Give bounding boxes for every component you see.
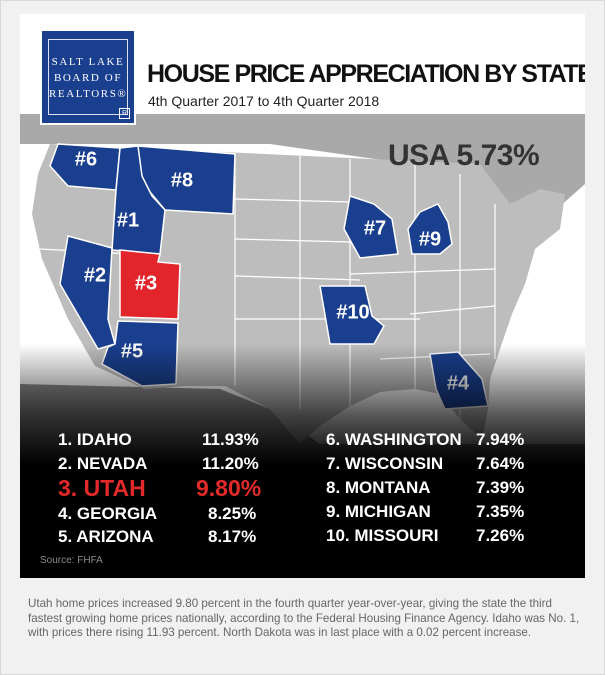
bottom-fade [20,344,585,578]
map-label-missouri: #10 [336,301,370,324]
state-idaho [111,145,166,255]
state-nevada [59,235,116,350]
ranking-state: 9. MICHIGAN [326,502,431,521]
logo-line-1: SALT LAKE [51,56,125,68]
logo-line-3: REALTORS® [49,88,128,100]
ranking-row-10: 10. MISSOURI 7.26% [326,526,524,546]
infographic-title: HOUSE PRICE APPRECIATION BY STATE [147,60,585,88]
ranking-value: 7.26% [476,526,525,545]
state-utah [119,249,181,320]
ranking-row-1: 1. IDAHO 11.93% [58,430,259,450]
ranking-state: 6. WASHINGTON [326,430,462,449]
ranking-state: 10. MISSOURI [326,526,439,545]
ranking-row-4: 4. GEORGIA 8.25% [58,504,256,524]
state-michigan [407,203,453,255]
map-label-michigan: #9 [418,228,442,251]
ranking-value: 8.25% [208,504,257,523]
logo-r-mark: R [119,108,130,119]
map-label-montana: #8 [170,169,194,192]
ranking-row-8: 8. MONTANA 7.39% [326,478,524,498]
map-label-utah: #3 [134,272,158,295]
ranking-value: 7.94% [476,430,525,449]
ranking-state: 1. IDAHO [58,430,132,449]
state-washington [49,143,121,191]
ranking-row-3: 3. UTAH 9.80% [58,475,261,502]
article-caption: Utah home prices increased 9.80 percent … [28,597,580,639]
ranking-state: 2. NEVADA [58,454,148,473]
ranking-state: 4. GEORGIA [58,504,158,523]
logo-border: SALT LAKE BOARD OF REALTORS® [48,39,128,115]
ranking-state: 8. MONTANA [326,478,431,497]
ranking-value: 7.35% [476,502,525,521]
ranking-row-9: 9. MICHIGAN 7.35% [326,502,524,522]
ranking-row-2: 2. NEVADA 11.20% [58,454,259,474]
map-label-wisconsin: #7 [363,217,387,240]
ranking-value: 9.80% [196,475,262,501]
ranking-row-5: 5. ARIZONA 8.17% [58,527,256,547]
map-label-washington: #6 [74,148,98,171]
ranking-row-7: 7. WISCONSIN 7.64% [326,454,524,474]
ranking-value: 11.93% [202,430,259,449]
ranking-state: 5. ARIZONA [58,527,154,546]
ranking-state: 3. UTAH [58,475,146,501]
map-label-idaho: #1 [116,209,140,232]
ranking-value: 7.39% [476,478,525,497]
infographic-subtitle: 4th Quarter 2017 to 4th Quarter 2018 [148,93,380,109]
ranking-state: 7. WISCONSIN [326,454,444,473]
logo-line-2: BOARD OF [53,72,123,84]
ranking-row-6: 6. WASHINGTON 7.94% [326,430,524,450]
ranking-value: 8.17% [208,527,257,546]
map-label-nevada: #2 [83,264,107,287]
canada-land [20,114,585,224]
usa-total: USA 5.73% [388,139,540,172]
source-credit: Source: FHFA [40,555,103,566]
infographic: SALT LAKE BOARD OF REALTORS® R HOUSE PRI… [20,14,585,578]
ranking-value: 11.20% [202,454,259,473]
ranking-value: 7.64% [476,454,525,473]
state-wisconsin [343,195,399,259]
salt-lake-board-logo: SALT LAKE BOARD OF REALTORS® R [40,29,136,125]
